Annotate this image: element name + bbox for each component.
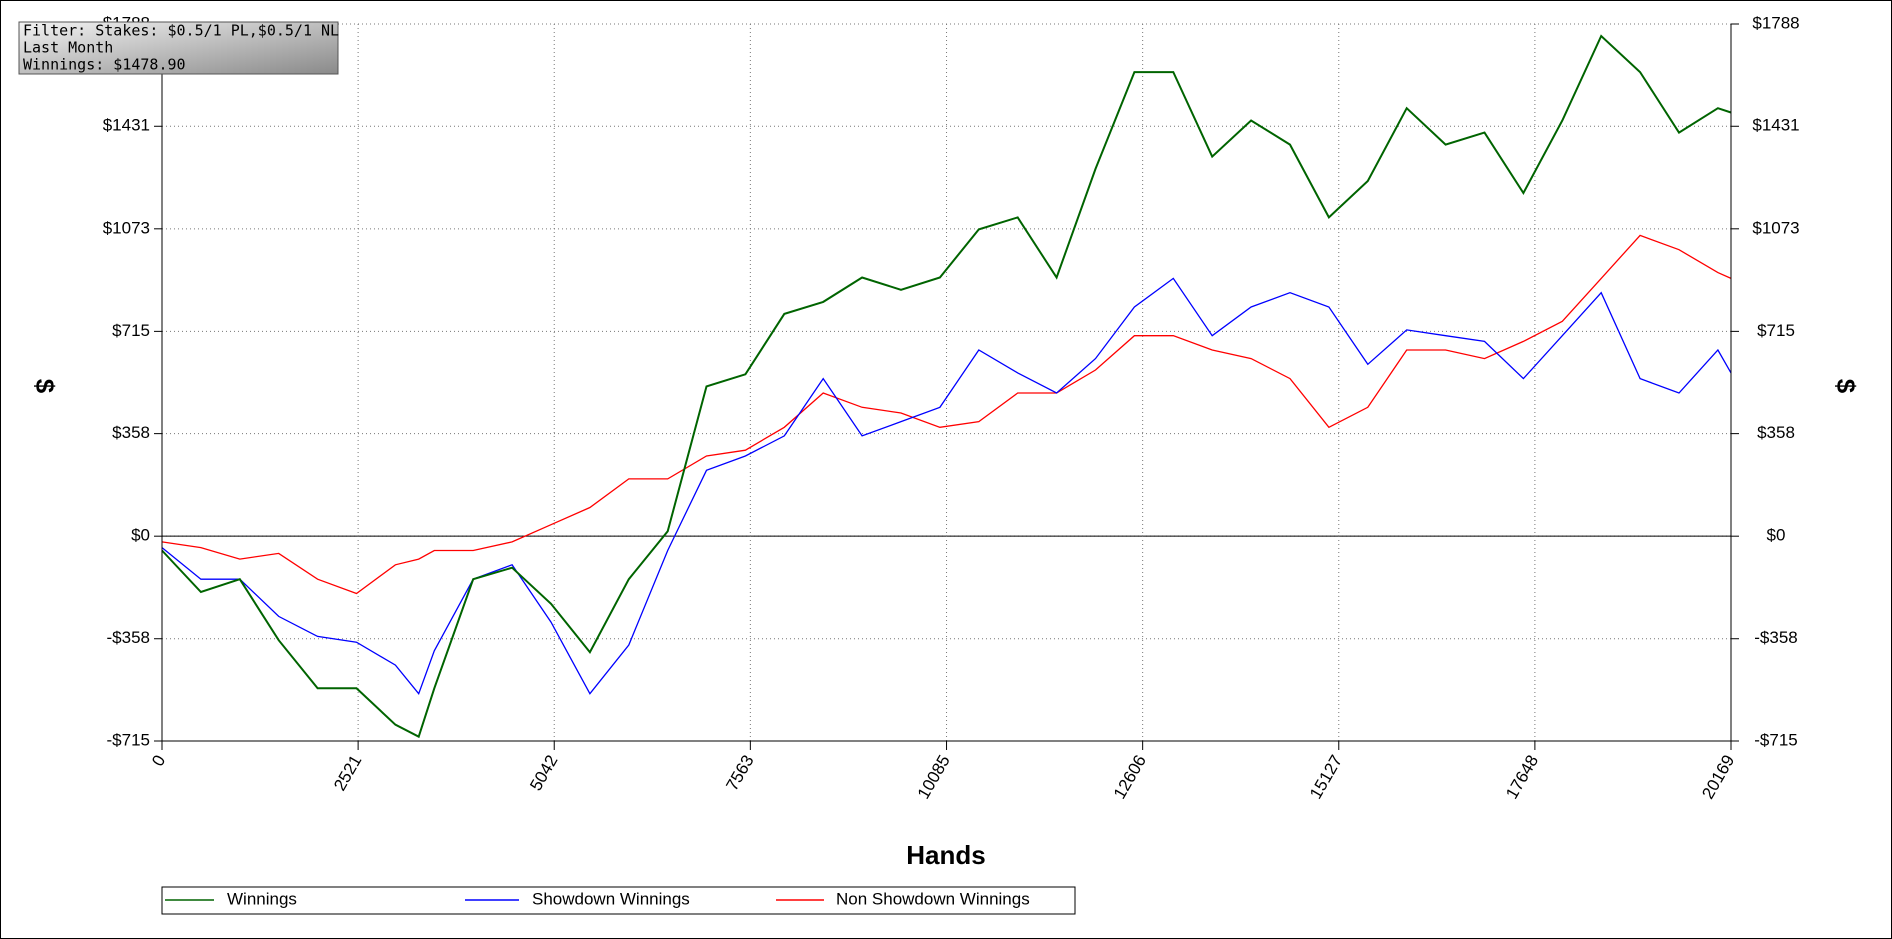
y-tick-label: $715 <box>112 321 150 340</box>
y2-tick-label: $0 <box>1767 526 1786 545</box>
legend-entries: Winnings Showdown Winnings Non Showdown Wi… <box>165 889 1030 908</box>
y2-tick-label: $1788 <box>1752 13 1799 32</box>
legend <box>161 886 1076 915</box>
y2-tick-label: $358 <box>1757 423 1795 442</box>
y2-tick-label: $715 <box>1757 321 1795 340</box>
y2-tick-label: $1431 <box>1752 116 1799 135</box>
y-tick-label: $0 <box>131 526 150 545</box>
info-winnings: Winnings: $1478.90 <box>23 56 186 74</box>
y2-axis-label: $ <box>1831 379 1861 394</box>
y2-tick-label: $1073 <box>1752 218 1799 237</box>
y-tick-label: $1073 <box>103 218 150 237</box>
y-tick-label: $1431 <box>103 116 150 135</box>
legend-label: Non Showdown Winnings <box>836 889 1030 908</box>
x-axis-label: Hands <box>906 840 985 870</box>
y-tick-label: $358 <box>112 423 150 442</box>
series-line <box>161 234 1732 595</box>
info-period: Last Month <box>23 39 113 57</box>
series-line <box>161 34 1732 739</box>
y-tick-label: -$358 <box>107 628 150 647</box>
y-axis-label: $ <box>30 379 60 394</box>
legend-label: Showdown Winnings <box>532 889 690 908</box>
info-filter: Filter: Stakes: $0.5/1 PL,$0.5/1 NL <box>23 22 339 40</box>
y2-tick-label: -$715 <box>1754 730 1797 749</box>
y-tick-label: -$715 <box>107 730 150 749</box>
series-line <box>161 277 1732 695</box>
lines <box>161 34 1732 739</box>
y2-tick-label: -$358 <box>1754 628 1797 647</box>
info-box <box>18 21 339 75</box>
legend-label: Winnings <box>227 889 297 908</box>
